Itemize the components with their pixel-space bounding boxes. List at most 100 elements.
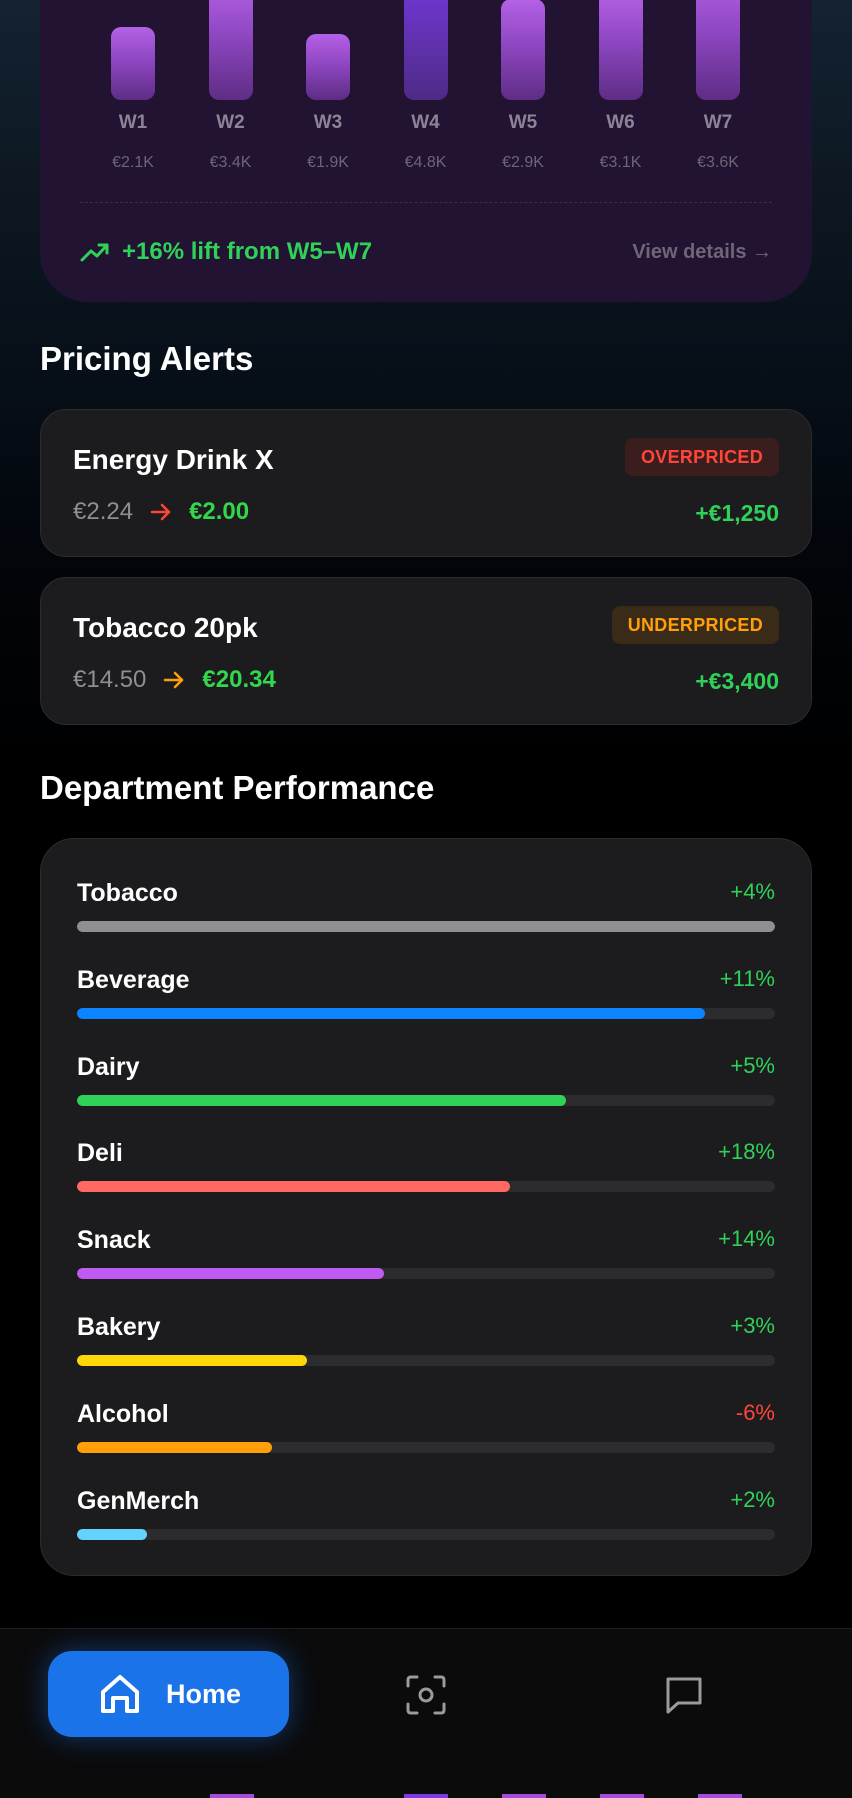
department-progress-fill [77,1355,308,1366]
department-progress-track [77,1528,775,1540]
department-row-alcohol[interactable]: Alcohol -6% [77,1400,775,1460]
department-row-bakery[interactable]: Bakery +3% [77,1313,775,1373]
department-name: Snack [77,1226,151,1255]
peek-bar [210,1794,254,1798]
chart-bar-w7[interactable] [696,0,740,100]
department-progress-fill [77,1007,706,1019]
department-progress-fill [77,1441,273,1453]
chart-week-label: W6 [606,112,635,133]
department-progress-fill [77,1094,566,1106]
department-change: +5% [730,1052,775,1078]
department-progress-track [77,1094,775,1106]
suggested-price: €2.00 [189,498,250,525]
chart-week-label: W3 [313,112,343,133]
department-name: GenMerch [77,1486,200,1515]
department-change: +18% [718,1139,775,1165]
department-progress-fill [77,1528,147,1540]
chart-bar-w1[interactable] [111,26,155,100]
weekly-sales-chart: W1 €2.1K W2 €3.4K W3 €1.9K W4 €4.8K W5 €2.9K W6 €3.… [40,0,812,200]
chart-week-label: W4 [411,112,440,133]
department-name: Dairy [77,1052,140,1081]
peek-bar [404,1794,448,1798]
pricing-alert-card[interactable]: Tobacco 20pk UNDERPRICED €14.50 €20.34 +… [40,577,812,725]
chart-value-label: €1.9K [307,154,349,171]
revenue-impact: +€1,250 [695,500,779,526]
arrow-right-icon [150,503,171,521]
department-progress-track [77,1355,775,1366]
trend-row: +16% lift from W5–W7 View details → [80,232,772,272]
chart-week-label: W7 [703,112,733,133]
department-name: Tobacco [77,879,178,907]
alert-price-change: €2.24 €2.00 [73,498,249,526]
alert-price-change: €14.50 €20.34 [73,666,276,694]
chart-value-label: €4.8K [404,154,447,171]
department-row-deli[interactable]: Deli +18% [77,1139,775,1199]
home-tab[interactable]: Home [48,1651,289,1737]
alert-product-name: Energy Drink X [73,444,274,475]
scan-icon [406,1675,446,1715]
department-change: -6% [735,1399,775,1425]
department-name: Beverage [77,965,190,994]
department-row-dairy[interactable]: Dairy +5% [77,1053,775,1113]
department-change: +3% [730,1313,775,1338]
department-change: +4% [730,879,775,904]
department-change: +2% [730,1486,775,1512]
department-progress-fill [77,1268,385,1280]
underpriced-badge: UNDERPRICED [611,606,779,644]
department-progress-track [77,1441,775,1453]
chart-bar-w3[interactable] [306,33,350,100]
department-progress-fill [77,1181,510,1193]
department-progress-track [77,1268,775,1280]
home-icon [100,1675,139,1713]
department-name: Bakery [77,1313,161,1341]
department-change: +14% [718,1226,775,1252]
department-performance-card: Tobacco +4% Beverage +11% Dairy +5% Deli +18% Sn… [40,838,812,1576]
chart-bar-w6[interactable] [598,0,643,100]
chart-bar-w5[interactable] [501,0,545,100]
peek-bar [600,1794,644,1798]
home-tab-label: Home [165,1678,241,1709]
department-progress-track [77,921,775,932]
peek-bar [502,1794,546,1798]
peek-bar [698,1794,742,1798]
suggested-price: €20.34 [202,666,276,693]
department-progress-track [77,1181,775,1193]
weekly-sales-card: W1 €2.1K W2 €3.4K W3 €1.9K W4 €4.8K W5 €2.9K W6 €3.… [40,0,812,302]
current-price: €14.50 [73,666,147,693]
chart-divider [80,202,772,203]
bottom-tab-bar: Home [0,1628,852,1798]
pricing-alert-card[interactable]: Energy Drink X OVERPRICED €2.24 €2.00 +€… [40,409,812,557]
scan-tab[interactable] [400,1669,452,1721]
chat-icon [666,1677,702,1714]
department-row-tobacco[interactable]: Tobacco +4% [77,879,775,939]
trending-up-icon [80,243,109,262]
pricing-alerts-title: Pricing Alerts [40,340,254,377]
view-details-link[interactable]: View details → [632,240,772,263]
chart-value-label: €3.1K [599,154,642,171]
arrow-right-icon [164,671,184,689]
alert-product-name: Tobacco 20pk [73,612,258,643]
chart-value-label: €2.1K [112,154,154,171]
trend-summary: +16% lift from W5–W7 [80,238,372,266]
department-performance-title: Department Performance [40,769,435,806]
department-progress-fill [77,921,775,932]
chart-value-label: €2.9K [502,154,544,171]
overpriced-badge: OVERPRICED [624,438,779,476]
trend-text: +16% lift from W5–W7 [122,238,373,265]
chart-value-label: €3.6K [697,154,739,171]
department-row-snack[interactable]: Snack +14% [77,1226,775,1286]
chart-week-label: W2 [216,112,245,133]
current-price: €2.24 [73,498,134,525]
department-progress-track [77,1007,775,1019]
department-row-genmerch[interactable]: GenMerch +2% [77,1487,775,1547]
chart-bar-w4[interactable] [403,0,448,100]
revenue-impact: +€3,400 [695,668,779,694]
chart-week-label: W1 [118,112,148,133]
department-row-beverage[interactable]: Beverage +11% [77,966,775,1026]
department-name: Deli [77,1139,123,1168]
chat-tab[interactable] [658,1669,710,1721]
department-name: Alcohol [77,1399,169,1428]
department-change: +11% [719,965,775,991]
chart-bar-w2[interactable] [208,0,253,100]
chart-value-label: €3.4K [209,154,252,171]
